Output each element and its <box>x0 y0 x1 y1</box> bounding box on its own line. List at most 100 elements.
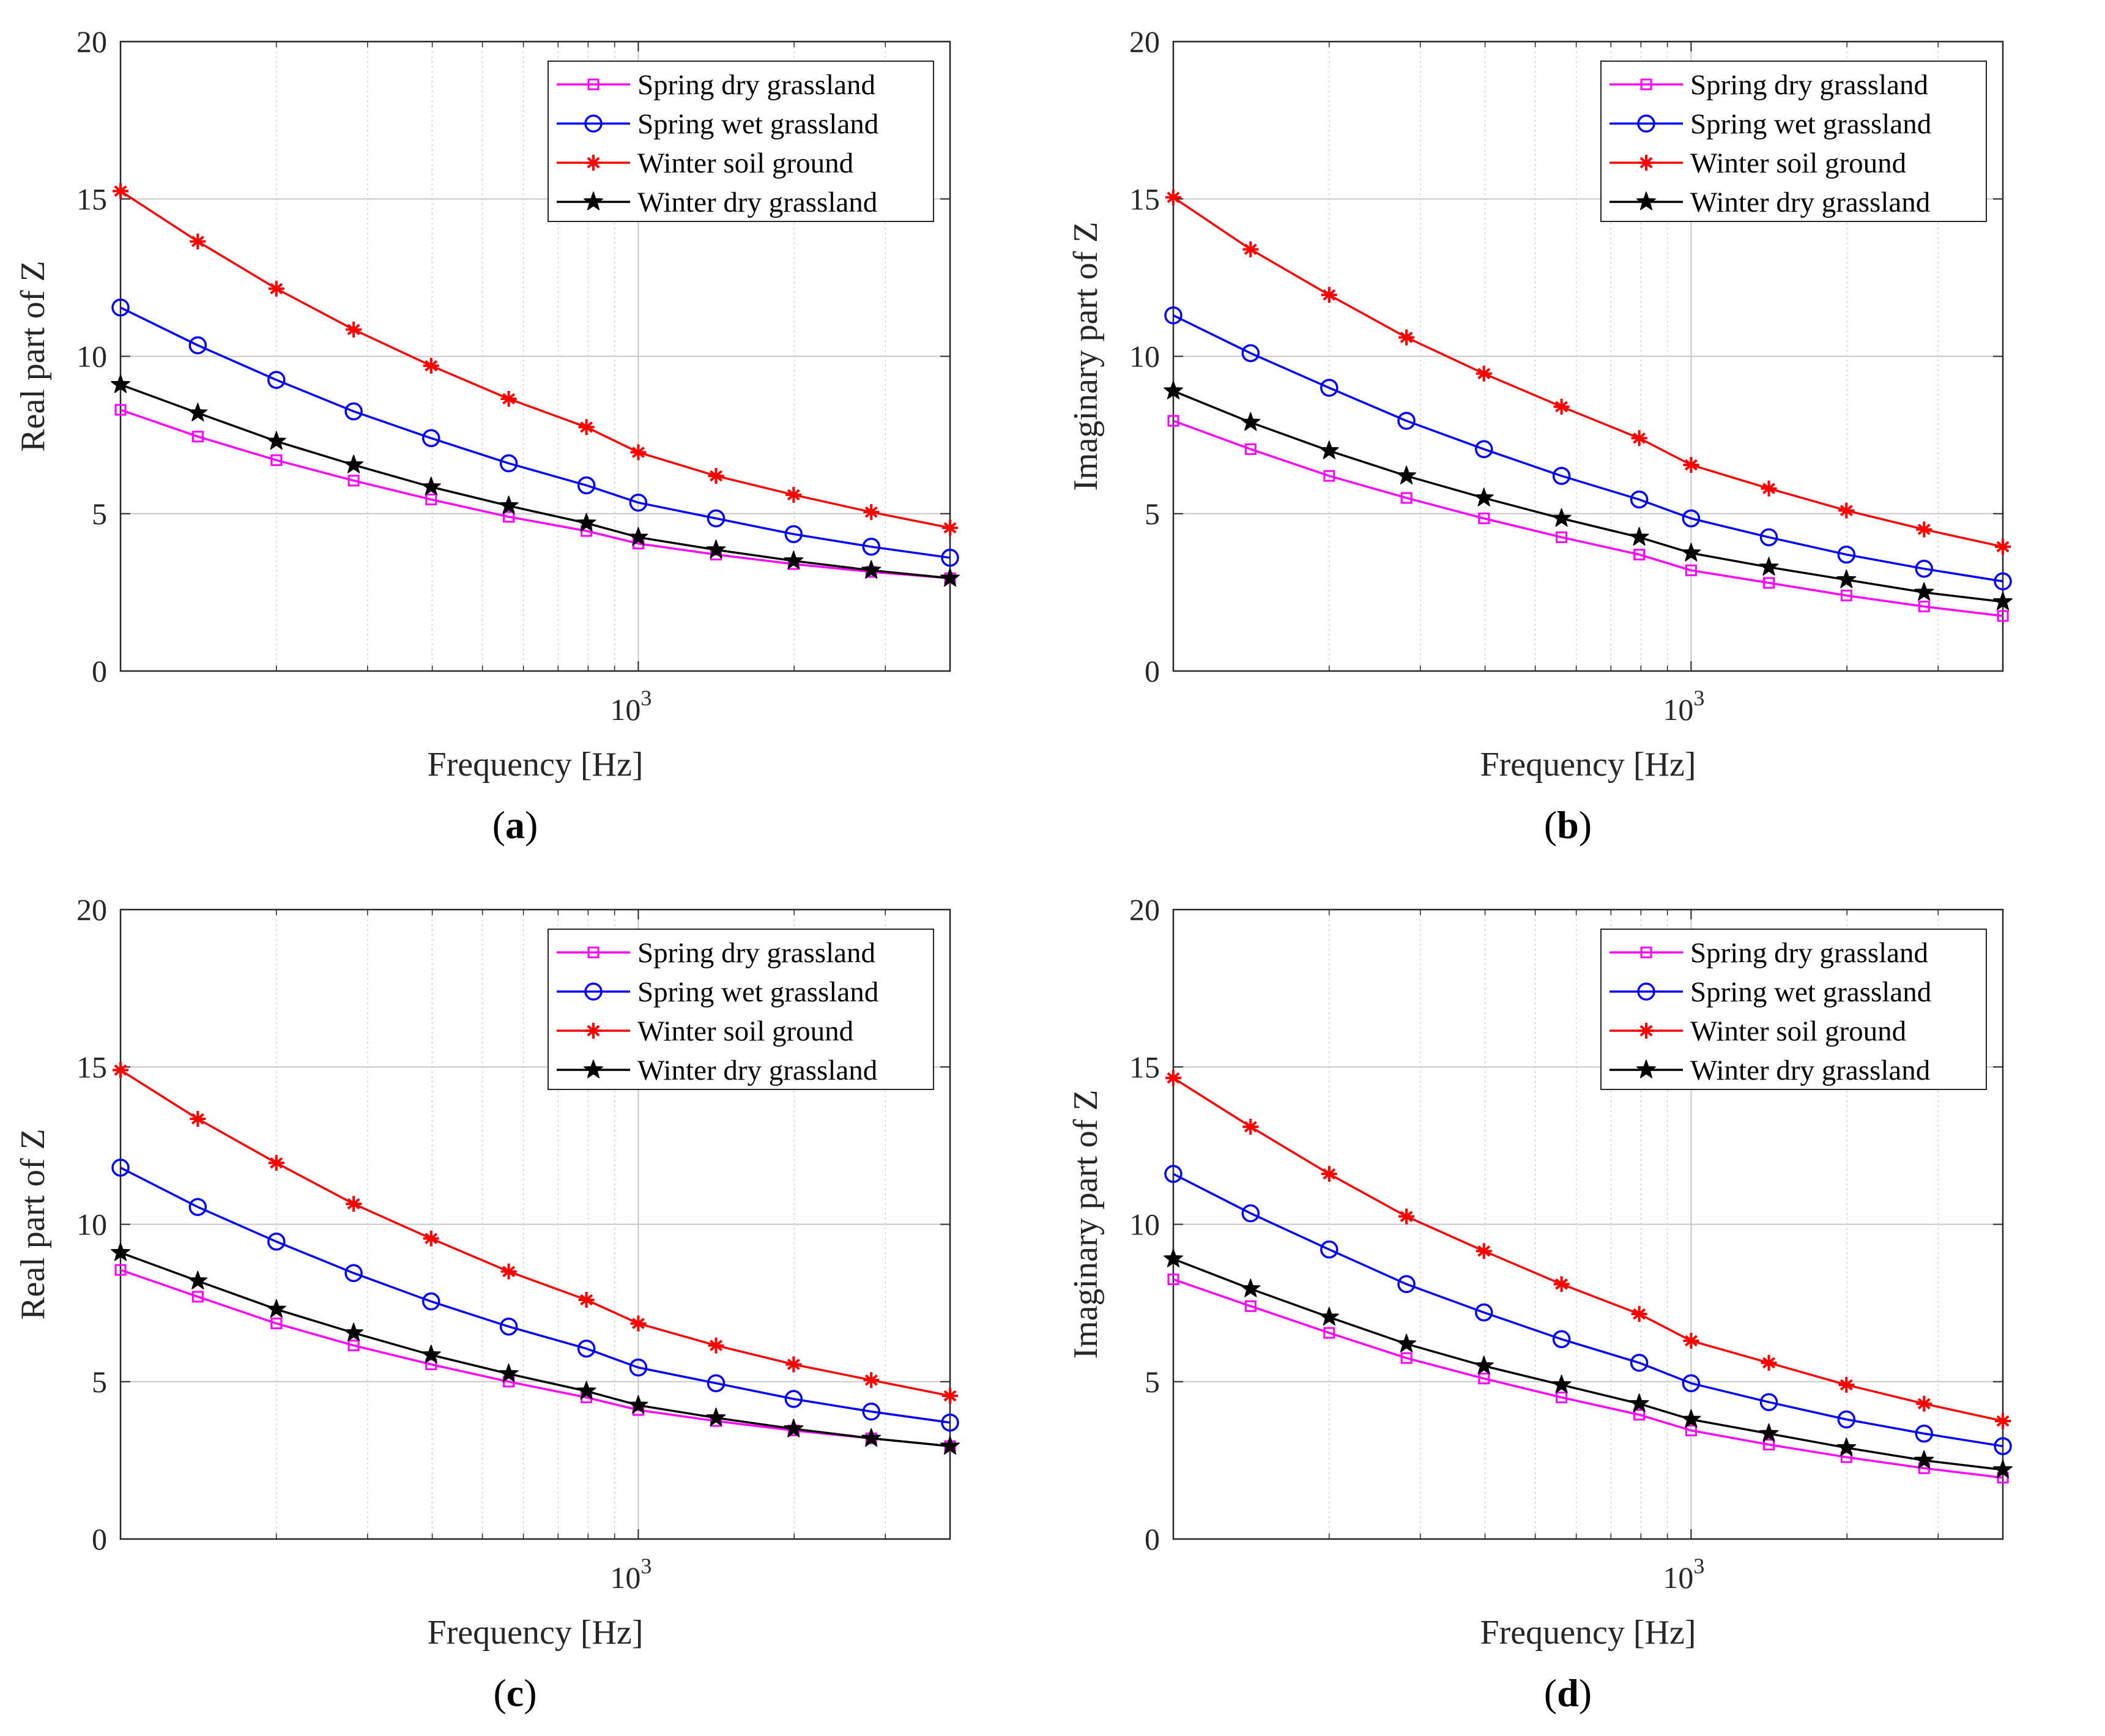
series-line <box>1173 314 2003 583</box>
data-point <box>190 1111 206 1127</box>
data-point <box>270 1318 283 1330</box>
data-point <box>576 1381 596 1400</box>
data-point <box>1241 1278 1261 1297</box>
data-point <box>1167 415 1179 427</box>
legend-entry-label: Spring dry grassland <box>637 937 875 969</box>
x-axis-label: Frequency [Hz] <box>428 746 644 784</box>
legend-entry-label: Spring dry grassland <box>637 69 875 101</box>
data-point <box>111 1159 130 1177</box>
series-square <box>1167 415 2009 622</box>
panel-caption: (d) <box>1544 1671 1592 1715</box>
chart-svg-a: 0 5 10 15 20 103 Frequency [Hz] Real part of Z S… <box>14 24 960 847</box>
data-point <box>423 1230 439 1247</box>
data-point <box>1397 412 1416 430</box>
data-point <box>1320 379 1338 397</box>
legend: Spring dry grassland Spring wet grassland… <box>1600 61 1987 222</box>
series-star <box>1164 1248 2013 1478</box>
y-tick-label: 20 <box>1129 24 1160 59</box>
series-line <box>120 190 951 529</box>
data-point <box>1474 1303 1493 1322</box>
data-point <box>1551 1374 1572 1393</box>
data-point <box>188 336 207 355</box>
data-point <box>1164 1165 1182 1183</box>
legend-entry-label: Spring wet grassland <box>1690 976 1931 1008</box>
data-point <box>344 1322 364 1341</box>
legend-box <box>1600 929 1987 1090</box>
data-point <box>861 560 882 579</box>
legend: Spring dry grassland Spring wet grassland… <box>548 929 934 1090</box>
data-point <box>1633 1409 1646 1421</box>
data-point <box>941 549 959 567</box>
chart-panel-b: 0 5 10 15 20 103 Frequency [Hz] Imaginary part … <box>1053 0 2105 868</box>
data-point <box>1838 1376 1855 1393</box>
data-point <box>861 1428 882 1447</box>
data-point <box>1400 1352 1413 1364</box>
y-tick-label: 20 <box>76 892 107 927</box>
data-point <box>1397 1275 1416 1294</box>
data-point <box>1994 572 2012 591</box>
data-point <box>1759 557 1779 576</box>
data-point <box>344 454 364 473</box>
data-point <box>863 1372 880 1389</box>
x-axis-label: Frequency [Hz] <box>1480 746 1696 784</box>
y-tick-label: 20 <box>1129 892 1160 927</box>
data-point <box>708 1337 724 1354</box>
data-point <box>421 1345 441 1363</box>
data-point <box>578 1291 595 1308</box>
data-point <box>111 374 130 393</box>
data-point <box>266 1299 286 1318</box>
chart-panel-d: 0 5 10 15 20 103 Frequency [Hz] Imaginary part … <box>1053 868 2105 1736</box>
data-point <box>1478 512 1490 524</box>
data-point <box>629 493 648 512</box>
series-square <box>1167 1274 2009 1484</box>
data-point <box>1631 430 1647 447</box>
data-point <box>1759 528 1778 547</box>
data-point <box>1915 1424 1933 1443</box>
y-axis-label: Real part of Z <box>14 1129 52 1320</box>
data-point <box>1165 1070 1181 1086</box>
data-point <box>499 495 519 514</box>
data-point <box>1241 412 1261 431</box>
x-tick-label: 103 <box>1663 686 1704 727</box>
data-point <box>1633 549 1646 561</box>
data-point <box>1321 287 1337 303</box>
data-point <box>503 511 515 523</box>
legend-entry-label: Winter soil ground <box>637 1015 853 1047</box>
legend-entry-label: Spring dry grassland <box>1690 69 1928 101</box>
y-axis-label: Imaginary part of Z <box>1067 221 1105 491</box>
data-point <box>499 1317 518 1336</box>
data-point <box>1997 610 2009 622</box>
data-point <box>423 357 439 374</box>
data-point <box>1995 1413 2011 1430</box>
data-point <box>1681 543 1701 562</box>
data-point <box>1398 1208 1415 1225</box>
data-point <box>707 1374 726 1393</box>
data-point <box>862 538 880 556</box>
legend-entry-label: Winter soil ground <box>637 147 853 179</box>
data-point <box>191 1291 204 1303</box>
data-point <box>268 1155 284 1171</box>
x-tick-label: 103 <box>610 686 652 727</box>
data-point <box>1400 492 1413 504</box>
data-point <box>421 477 441 495</box>
data-point <box>1323 1327 1335 1339</box>
series-asterisk <box>113 183 958 536</box>
data-point <box>708 468 724 484</box>
data-point <box>1242 1119 1259 1135</box>
data-point <box>1551 508 1572 527</box>
series-line <box>120 409 951 579</box>
y-tick-label: 15 <box>1129 1050 1160 1084</box>
legend-marker <box>587 946 600 959</box>
data-point <box>188 402 208 421</box>
data-point <box>1836 1437 1857 1456</box>
series-circle <box>111 299 959 567</box>
data-point <box>630 1315 647 1332</box>
series-asterisk <box>1165 189 2011 555</box>
data-point <box>1164 306 1182 325</box>
data-point <box>344 1264 363 1282</box>
legend-entry-label: Winter dry grassland <box>637 187 877 218</box>
series-line <box>120 1069 951 1397</box>
data-point <box>784 551 804 569</box>
legend-box <box>548 929 934 1090</box>
legend-marker <box>1637 114 1655 133</box>
